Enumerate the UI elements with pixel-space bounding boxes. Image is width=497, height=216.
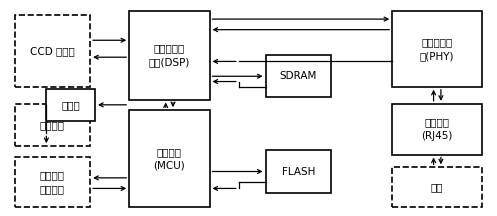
Text: 网络端口
(RJ45): 网络端口 (RJ45) — [421, 117, 453, 141]
Text: 光发射管
光接收管: 光发射管 光接收管 — [40, 170, 65, 194]
Text: 以太网收发
器(PHY): 以太网收发 器(PHY) — [420, 37, 454, 61]
FancyBboxPatch shape — [265, 150, 331, 193]
Text: SDRAM: SDRAM — [280, 71, 317, 81]
Text: CCD 驱动板: CCD 驱动板 — [30, 46, 75, 56]
FancyBboxPatch shape — [392, 104, 482, 155]
FancyBboxPatch shape — [15, 104, 90, 146]
Text: 步进电机: 步进电机 — [40, 120, 65, 130]
FancyBboxPatch shape — [129, 11, 210, 100]
FancyBboxPatch shape — [15, 15, 90, 87]
FancyBboxPatch shape — [392, 11, 482, 87]
FancyBboxPatch shape — [15, 157, 90, 208]
Text: 电脑: 电脑 — [431, 182, 443, 192]
FancyBboxPatch shape — [46, 89, 95, 121]
Text: 微控制器
(MCU): 微控制器 (MCU) — [154, 147, 185, 171]
Text: 驱动器: 驱动器 — [61, 100, 80, 110]
FancyBboxPatch shape — [265, 55, 331, 97]
Text: FLASH: FLASH — [282, 167, 315, 176]
Text: 数字信号处
理器(DSP): 数字信号处 理器(DSP) — [149, 43, 190, 67]
FancyBboxPatch shape — [129, 110, 210, 208]
FancyBboxPatch shape — [392, 167, 482, 208]
